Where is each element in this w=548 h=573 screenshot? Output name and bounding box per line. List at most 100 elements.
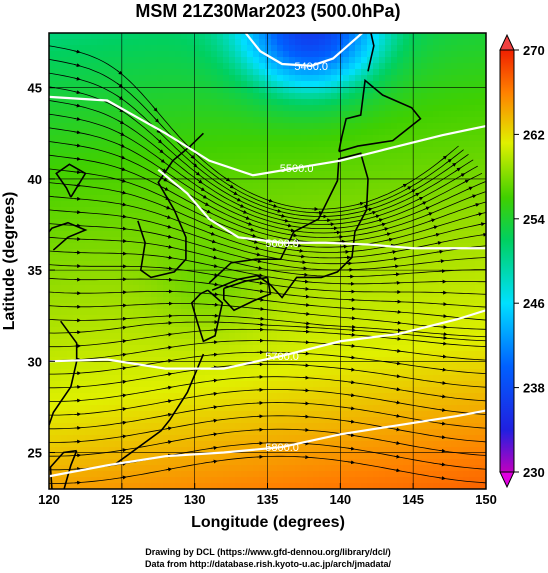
field-cell	[325, 123, 332, 130]
field-cell	[295, 213, 302, 220]
field-cell	[211, 471, 218, 478]
field-cell	[391, 279, 398, 286]
field-cell	[385, 93, 392, 100]
field-cell	[205, 243, 212, 250]
field-cell	[277, 177, 284, 184]
field-cell	[247, 417, 254, 424]
field-cell	[73, 93, 80, 100]
field-cell	[301, 105, 308, 112]
field-cell	[187, 93, 194, 100]
field-cell	[415, 195, 422, 202]
field-cell	[151, 75, 158, 82]
field-cell	[283, 321, 290, 328]
field-cell	[151, 39, 158, 46]
field-cell	[229, 63, 236, 70]
field-cell	[181, 87, 188, 94]
field-cell	[103, 453, 110, 460]
field-cell	[301, 447, 308, 454]
field-cell	[331, 117, 338, 124]
field-cell	[367, 387, 374, 394]
field-cell	[79, 285, 86, 292]
field-cell	[205, 147, 212, 154]
field-cell	[79, 345, 86, 352]
field-cell	[355, 81, 362, 88]
field-cell	[373, 147, 380, 154]
field-cell	[67, 39, 74, 46]
field-cell	[181, 225, 188, 232]
field-cell	[145, 411, 152, 418]
field-cell	[157, 195, 164, 202]
field-cell	[55, 207, 62, 214]
field-cell	[181, 93, 188, 100]
field-cell	[409, 69, 416, 76]
field-cell	[397, 201, 404, 208]
field-cell	[301, 99, 308, 106]
field-cell	[271, 297, 278, 304]
field-cell	[433, 309, 440, 316]
field-cell	[85, 51, 92, 58]
field-cell	[163, 39, 170, 46]
field-cell	[85, 315, 92, 322]
field-cell	[163, 129, 170, 136]
field-cell	[355, 51, 362, 58]
field-cell	[307, 117, 314, 124]
field-cell	[241, 171, 248, 178]
field-cell	[175, 393, 182, 400]
field-cell	[439, 345, 446, 352]
field-cell	[259, 183, 266, 190]
field-cell	[277, 33, 284, 40]
field-cell	[253, 201, 260, 208]
field-cell	[283, 171, 290, 178]
field-cell	[397, 339, 404, 346]
field-cell	[61, 459, 68, 466]
field-cell	[373, 405, 380, 412]
field-cell	[283, 141, 290, 148]
field-cell	[415, 477, 422, 484]
field-cell	[97, 279, 104, 286]
field-cell	[265, 411, 272, 418]
field-cell	[259, 303, 266, 310]
field-cell	[133, 69, 140, 76]
field-cell	[325, 453, 332, 460]
field-cell	[181, 111, 188, 118]
field-cell	[127, 225, 134, 232]
field-cell	[331, 123, 338, 130]
field-cell	[403, 207, 410, 214]
field-cell	[409, 243, 416, 250]
field-cell	[169, 99, 176, 106]
field-cell	[403, 189, 410, 196]
field-cell	[271, 435, 278, 442]
field-cell	[211, 321, 218, 328]
field-cell	[127, 447, 134, 454]
field-cell	[85, 207, 92, 214]
field-cell	[139, 387, 146, 394]
field-cell	[295, 147, 302, 154]
field-cell	[73, 321, 80, 328]
field-cell	[325, 63, 332, 70]
field-cell	[433, 393, 440, 400]
field-cell	[73, 213, 80, 220]
field-cell	[97, 135, 104, 142]
field-cell	[343, 303, 350, 310]
field-cell	[85, 81, 92, 88]
field-cell	[421, 483, 428, 489]
field-cell	[235, 159, 242, 166]
field-cell	[205, 321, 212, 328]
field-cell	[79, 297, 86, 304]
field-cell	[331, 441, 338, 448]
field-cell	[295, 279, 302, 286]
field-cell	[127, 411, 134, 418]
field-cell	[295, 219, 302, 226]
field-cell	[265, 225, 272, 232]
field-cell	[241, 159, 248, 166]
field-cell	[349, 171, 356, 178]
field-cell	[193, 435, 200, 442]
field-cell	[361, 255, 368, 262]
field-cell	[229, 393, 236, 400]
field-cell	[73, 375, 80, 382]
field-cell	[163, 165, 170, 172]
field-cell	[427, 315, 434, 322]
field-cell	[331, 381, 338, 388]
field-cell	[283, 459, 290, 466]
field-cell	[139, 225, 146, 232]
